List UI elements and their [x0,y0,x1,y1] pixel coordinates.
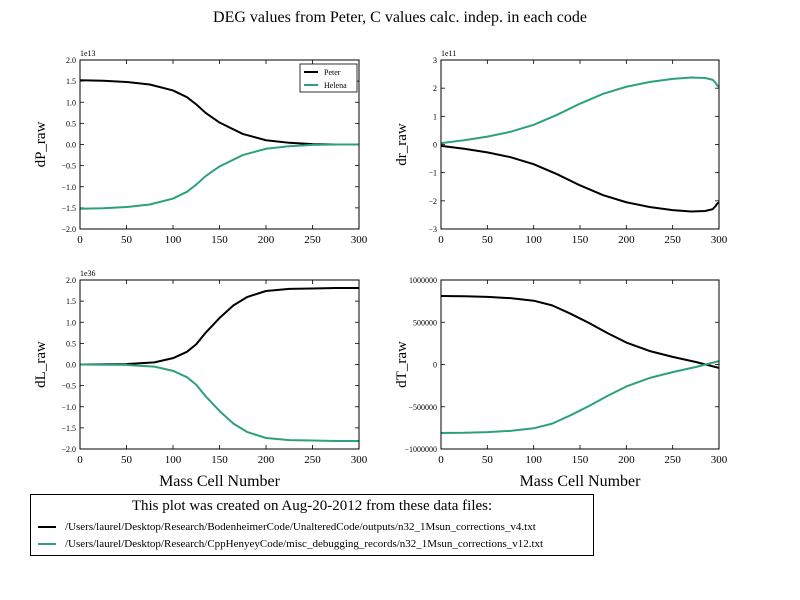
x-tick-label: 0 [438,454,444,466]
footer-title: This plot was created on Aug-20-2012 fro… [131,498,493,514]
y-tick-label: −1.5 [61,204,76,213]
legend: Peter Helena [299,63,358,93]
y-tick-label: 0 [433,361,437,370]
y-axis-label: dT_raw [394,341,410,388]
y-tick-label: 0.0 [66,141,76,150]
series-line-peter [441,144,719,213]
x-tick-label: 300 [711,234,728,246]
axes-frame [79,59,360,230]
y-tick-label: 0.5 [66,119,76,128]
axis-offset-label: 1e11 [441,49,456,58]
y-axis-label: dr_raw [394,123,410,166]
legend-box [299,63,358,93]
x-tick-label: 150 [572,454,589,466]
series-line-helena [80,363,359,442]
x-tick-label: 50 [482,234,494,246]
x-tick-label: 0 [438,234,444,246]
y-tick-label: −0.5 [61,382,76,391]
x-tick-label: 50 [121,234,133,246]
y-tick-label: 500000 [413,318,437,327]
series-line-peter [80,79,359,146]
y-tick-label: −0.5 [61,162,76,171]
y-tick-label: 1.0 [66,98,76,107]
series-line-peter [441,295,719,369]
x-tick-label: 250 [304,234,321,246]
y-tick-label: −500000 [408,403,437,412]
legend-label: Peter [324,68,341,77]
x-tick-label: 200 [618,234,635,246]
x-tick-label: 100 [525,454,542,466]
series-line-helena [441,76,719,145]
x-tick-label: 100 [525,234,542,246]
subplot-dr_raw: 0 50 100 150 200 250 300 −3 −2 −1 0 1 2 3 1e11 dr_raw [394,49,728,246]
x-tick-label: 300 [711,454,728,466]
y-tick-label: 3 [433,56,437,65]
y-tick-label: 2.0 [66,276,76,285]
y-tick-label: −2.0 [61,225,76,234]
series-line-helena [441,360,719,434]
y-tick-label: −2.0 [61,445,76,454]
x-tick-label: 250 [664,454,681,466]
x-tick-label: 100 [165,234,182,246]
axis-offset-label: 1e36 [80,269,96,278]
x-tick-label: 100 [165,454,182,466]
x-tick-label: 200 [618,454,635,466]
y-tick-label: −1000000 [404,445,437,454]
x-tick-label: 150 [572,234,589,246]
y-tick-label: 0 [433,141,437,150]
x-tick-label: 50 [121,454,133,466]
x-axis-label: Mass Cell Number [159,473,281,490]
footer-file-row: /Users/laurel/Desktop/Research/Bodenheim… [38,521,536,533]
x-tick-label: 250 [664,234,681,246]
y-tick-label: 1.5 [66,297,76,306]
y-tick-label: −2 [428,197,437,206]
x-tick-label: 50 [482,454,494,466]
y-tick-label: −1.5 [61,424,76,433]
legend-line-swatch [38,526,56,529]
y-tick-label: −3 [428,225,437,234]
y-tick-label: 1.5 [66,77,76,86]
legend-line-swatch [38,543,56,546]
footer-file-row: /Users/laurel/Desktop/Research/CppHenyey… [38,538,543,550]
x-tick-label: 150 [211,454,228,466]
figure-title: DEG values from Peter, C values calc. in… [213,9,587,26]
x-tick-label: 0 [77,454,83,466]
x-tick-label: 200 [258,234,275,246]
y-tick-label: 0.5 [66,339,76,348]
series-line-peter [80,287,359,366]
y-tick-label: 1000000 [409,276,437,285]
x-tick-label: 300 [351,454,368,466]
footer-file-label: /Users/laurel/Desktop/Research/CppHenyey… [65,538,544,550]
x-tick-label: 0 [77,234,83,246]
axis-offset-label: 1e13 [80,49,96,58]
y-tick-label: 2 [433,84,437,93]
y-tick-label: 1.0 [66,318,76,327]
y-tick-label: 2.0 [66,56,76,65]
y-tick-label: 1 [433,112,437,121]
x-tick-label: 300 [351,234,368,246]
y-tick-label: −1.0 [61,403,76,412]
y-axis-label: dP_raw [33,121,49,167]
axes-frame [440,279,720,450]
y-axis-label: dL_raw [33,341,49,388]
footer-legend: This plot was created on Aug-20-2012 fro… [30,494,594,556]
subplot-dT_raw: 0 50 100 150 200 250 300 −1000000 −500000 0 500000… [394,276,728,490]
axes-frame [79,279,360,450]
x-tick-label: 150 [211,234,228,246]
y-tick-label: −1 [428,169,437,178]
y-tick-label: 0.0 [66,361,76,370]
x-tick-label: 250 [304,454,321,466]
footer-file-label: /Users/laurel/Desktop/Research/Bodenheim… [65,521,536,533]
x-axis-label: Mass Cell Number [520,473,642,490]
series-line-helena [80,143,359,210]
legend-label: Helena [324,81,347,90]
y-tick-label: −1.0 [61,183,76,192]
subplot-dP_raw: 0 50 100 150 200 250 300 −2.0 −1.5 −1.0 −0.5 0.0 0.5… [33,49,368,246]
subplot-dL_raw: 0 50 100 150 200 250 300 −2.0 −1.5 −1.0 −0.5 0.0 0.5… [33,269,368,490]
x-tick-label: 200 [258,454,275,466]
axes-frame [440,59,720,230]
